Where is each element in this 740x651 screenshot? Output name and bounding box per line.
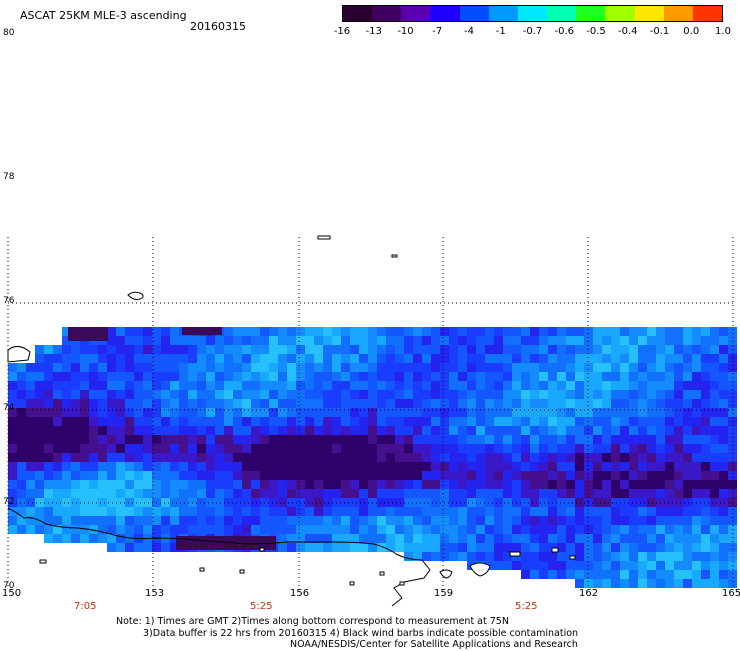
colorbar-label: -4 (464, 26, 474, 37)
island-outline (349, 581, 355, 586)
lat-label-78: 78 (3, 172, 15, 182)
colorbar (342, 5, 723, 22)
island-outline (39, 559, 47, 564)
colorbar-segment (459, 6, 489, 21)
graticule (7, 237, 735, 588)
time-label: 7:05 (74, 601, 97, 612)
island-outline (199, 567, 205, 572)
island-outline (391, 254, 398, 258)
island-outline (317, 235, 331, 240)
lat-label-70: 70 (3, 581, 15, 591)
lat-label-74: 74 (3, 403, 15, 413)
island-outline (509, 551, 521, 557)
coastline (7, 235, 576, 607)
lat-label-76: 76 (3, 296, 15, 306)
colorbar-segment (488, 6, 518, 21)
lon-label-159: 159 (434, 588, 454, 599)
colorbar-segment (692, 6, 723, 21)
colorbar-label: -16 (333, 26, 351, 37)
lon-label-150: 150 (2, 588, 22, 599)
lon-label-156: 156 (290, 588, 310, 599)
lat-label-80: 80 (3, 28, 15, 38)
colorbar-label: -0.6 (554, 26, 574, 37)
note-line-2: 3)Data buffer is 22 hrs from 20160315 4)… (143, 628, 579, 639)
colorbar-label: -1 (495, 26, 506, 37)
island-outline (569, 555, 576, 560)
lon-label-153: 153 (145, 588, 165, 599)
island-outline (379, 571, 385, 576)
coast-outline (7, 507, 431, 607)
colorbar-label: 1.0 (715, 26, 731, 37)
lon-label-162: 162 (579, 588, 599, 599)
island-outline (259, 547, 265, 552)
colorbar-label: -7 (432, 26, 443, 37)
colorbar-segment (430, 6, 460, 21)
colorbar-segment (576, 6, 606, 21)
product-date: 20160315 (190, 20, 246, 33)
colorbar-segment (343, 6, 373, 21)
colorbar-segment (517, 6, 548, 21)
colorbar-segment (547, 6, 577, 21)
island-outline (127, 291, 144, 300)
time-label: 5:25 (515, 601, 538, 612)
island-outline (399, 581, 405, 586)
coast-outline (7, 346, 31, 363)
note-line-3: NOAA/NESDIS/Center for Satellite Applica… (290, 639, 578, 650)
time-label: 5:25 (250, 601, 273, 612)
colorbar-label: -0.5 (586, 26, 606, 37)
colorbar-label: -0.7 (522, 26, 543, 37)
colorbar-label: 0.0 (683, 26, 700, 37)
note-line-1: Note: 1) Times are GMT 2)Times along bot… (116, 616, 509, 627)
product-title: ASCAT 25KM MLE-3 ascending (20, 9, 187, 22)
island-outline (239, 569, 245, 574)
island-outline (551, 547, 559, 553)
island-outline (469, 562, 491, 577)
colorbar-label: -10 (397, 26, 414, 37)
island-outline (439, 569, 453, 579)
data-swath (8, 327, 737, 588)
colorbar-label: -0.1 (649, 26, 670, 37)
lon-label-165: 165 (722, 588, 740, 599)
colorbar-segment (634, 6, 664, 21)
colorbar-segment (372, 6, 402, 21)
colorbar-segment (401, 6, 431, 21)
colorbar-label: -13 (365, 26, 382, 37)
colorbar-segment (605, 6, 635, 21)
colorbar-label: -0.4 (617, 26, 638, 37)
colorbar-segment (663, 6, 693, 21)
lat-label-72: 72 (3, 497, 15, 507)
